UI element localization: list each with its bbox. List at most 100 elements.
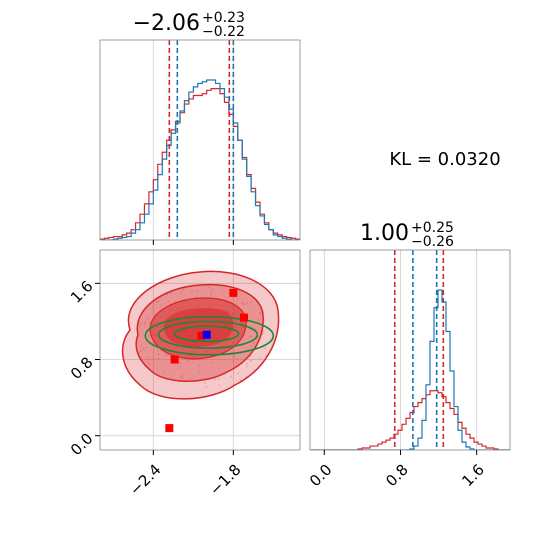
hist-param1-series	[100, 40, 300, 240]
contour-panel: −2.4 −1.8 0.0 0.8 1.6	[67, 249, 301, 499]
hist-step-line	[100, 79, 300, 240]
red-square-marker	[170, 355, 179, 364]
scatter-dot	[184, 287, 186, 289]
x-tick-label: 0.0	[306, 461, 336, 491]
scatter-dot	[147, 317, 149, 320]
scatter-dot	[204, 382, 206, 384]
scatter-dot	[248, 335, 251, 338]
scatter-dot	[210, 361, 213, 364]
hist-param2-title-sup: +0.25	[411, 220, 454, 236]
green-ellipse	[144, 315, 275, 356]
contour-grid	[100, 250, 300, 450]
hist-param1-title-sub: −0.22	[202, 24, 245, 40]
scatter-dot	[245, 375, 247, 378]
scatter-dot	[182, 288, 184, 291]
scatter-dot	[170, 292, 172, 295]
hist-param1-title: −2.06	[133, 11, 200, 36]
scatter-dot	[165, 354, 167, 356]
green-ellipse	[157, 320, 259, 349]
hist-param2-grid	[323, 250, 478, 450]
scatter-dot	[210, 294, 213, 297]
hist-param1-grid	[152, 40, 234, 240]
contour-frame	[99, 249, 301, 451]
scatter-dot	[195, 296, 198, 298]
hist-step-line	[100, 88, 300, 240]
scatter-dot	[187, 360, 189, 362]
scatter-dot	[240, 379, 242, 382]
scatter-dot	[233, 355, 236, 358]
scatter-dot	[264, 354, 267, 357]
scatter-dot	[211, 288, 214, 290]
hist-param2-frame	[309, 249, 511, 451]
scatter-dot	[218, 378, 220, 380]
scatter-dot	[250, 335, 253, 338]
scatter-dot	[180, 375, 183, 378]
scatter-dot	[170, 377, 173, 379]
scatter-dot	[243, 334, 246, 336]
x-tick-label: 0.8	[382, 461, 412, 491]
contour-markers	[165, 288, 248, 433]
scatter-dot	[254, 328, 257, 330]
scatter-dot	[180, 291, 183, 294]
scatter-dot	[217, 355, 220, 357]
scatter-dot	[148, 362, 150, 365]
hist-param2-title: 1.00	[360, 221, 409, 246]
scatter-dot	[148, 335, 150, 337]
scatter-dot	[250, 359, 252, 362]
kl-label: KL = 0.0320	[389, 149, 500, 170]
scatter-dot	[214, 378, 216, 381]
scatter-dot	[139, 324, 141, 327]
scatter-dot	[143, 323, 146, 326]
scatter-dot	[179, 362, 182, 365]
scatter-dot	[167, 353, 170, 356]
y-tick-label: 1.6	[67, 277, 97, 307]
scatter-dot	[237, 372, 239, 375]
scatter-dot	[144, 346, 147, 349]
scatter-dot	[196, 290, 199, 292]
scatter-dot	[193, 376, 195, 379]
scatter-dot	[264, 347, 266, 350]
scatter-dot	[203, 377, 205, 380]
scatter-dot	[198, 364, 200, 367]
hist-step-line	[310, 390, 510, 450]
x-tick-label: 1.6	[458, 461, 488, 491]
hist-param1-ticks	[152, 240, 234, 245]
scatter-dot	[259, 357, 261, 359]
scatter-dot	[245, 302, 248, 305]
scatter-dot	[217, 367, 220, 370]
scatter-dot	[250, 345, 252, 347]
red-square-marker	[229, 288, 238, 297]
scatter-dot	[225, 296, 228, 299]
red-square-marker	[165, 424, 174, 433]
scatter-dot	[246, 362, 248, 365]
scatter-dot	[260, 311, 262, 314]
scatter-dot	[252, 342, 255, 344]
hist-param1-frame	[99, 39, 301, 241]
scatter-dot	[224, 373, 227, 375]
scatter-dot	[156, 349, 159, 351]
scatter-dot	[156, 301, 158, 303]
scatter-dot	[174, 301, 176, 303]
green-ellipse	[173, 325, 240, 343]
blue-square-marker	[202, 330, 211, 339]
scatter-dot	[243, 303, 246, 306]
scatter-dot	[198, 372, 201, 374]
scatter-dot	[140, 344, 142, 347]
scatter-dot	[257, 318, 259, 321]
scatter-dot	[140, 350, 142, 352]
x-tick-label: −2.4	[126, 461, 164, 499]
scatter-dot	[250, 329, 252, 331]
scatter-dot	[181, 373, 183, 376]
scatter-dot	[250, 301, 252, 304]
scatter-dot	[205, 386, 208, 388]
scatter-dot	[253, 368, 255, 371]
contour-yticks: 0.0 0.8 1.6	[67, 277, 100, 459]
scatter-dot	[262, 330, 265, 333]
scatter-dot	[218, 384, 221, 386]
contour-body	[121, 270, 280, 433]
scatter-dot	[250, 355, 252, 358]
scatter-dot	[259, 312, 261, 315]
scatter-dot	[157, 300, 160, 303]
y-tick-label: 0.0	[67, 430, 97, 460]
